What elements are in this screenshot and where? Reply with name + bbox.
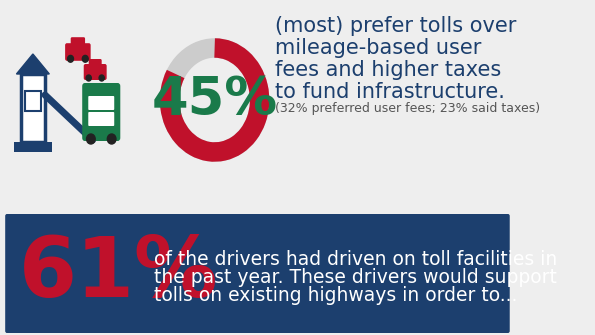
FancyBboxPatch shape	[88, 96, 114, 110]
FancyBboxPatch shape	[21, 74, 45, 142]
FancyBboxPatch shape	[82, 83, 120, 141]
Circle shape	[86, 134, 95, 144]
Circle shape	[68, 55, 73, 62]
Text: of the drivers had driven on toll facilities in: of the drivers had driven on toll facili…	[154, 250, 558, 269]
Text: (32% preferred user fees; 23% said taxes): (32% preferred user fees; 23% said taxes…	[275, 102, 540, 115]
FancyBboxPatch shape	[5, 214, 510, 333]
Circle shape	[82, 55, 88, 62]
FancyBboxPatch shape	[25, 91, 40, 112]
Circle shape	[86, 75, 91, 81]
Circle shape	[99, 75, 104, 81]
FancyBboxPatch shape	[89, 59, 102, 69]
FancyBboxPatch shape	[65, 43, 90, 61]
FancyBboxPatch shape	[14, 142, 52, 152]
Text: the past year. These drivers would support: the past year. These drivers would suppo…	[154, 268, 557, 287]
FancyBboxPatch shape	[88, 112, 114, 126]
Circle shape	[107, 134, 116, 144]
Text: tolls on existing highways in order to...: tolls on existing highways in order to..…	[154, 286, 518, 305]
FancyBboxPatch shape	[84, 64, 107, 80]
Polygon shape	[17, 54, 49, 74]
Text: fees and higher taxes: fees and higher taxes	[275, 60, 502, 80]
Text: 45%: 45%	[152, 74, 278, 126]
FancyBboxPatch shape	[71, 37, 85, 49]
Text: 61%: 61%	[19, 233, 218, 314]
Text: to fund infrastructure.: to fund infrastructure.	[275, 82, 505, 102]
Text: (most) prefer tolls over: (most) prefer tolls over	[275, 16, 516, 36]
Text: mileage-based user: mileage-based user	[275, 38, 481, 58]
